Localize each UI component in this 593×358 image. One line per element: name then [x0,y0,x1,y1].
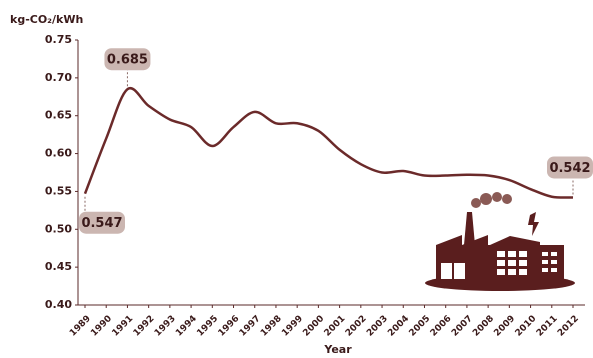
x-tick-label: 1991 [111,314,136,339]
factory-icon [425,192,575,291]
x-tick-label: 2001 [323,314,348,339]
x-tick-label: 2004 [386,314,411,339]
x-tick-label: 1989 [68,314,93,339]
x-tick-label: 1994 [174,314,199,339]
x-tick-label: 1999 [280,314,305,339]
value-label: 0.685 [107,53,148,68]
x-tick-label: 1995 [195,314,220,339]
x-tick-label: 2000 [301,314,326,339]
y-tick-label: 0.65 [45,109,72,122]
label-box [79,211,125,234]
x-tick-label: 1997 [238,314,263,339]
x-tick-label: 1993 [153,314,178,339]
label-box [104,48,151,71]
x-tick-label: 2012 [556,314,581,339]
y-tick-label: 0.40 [45,298,72,311]
x-axis-title: Year [323,343,352,356]
x-tick-label: 2003 [365,314,390,339]
x-tick-label: 2011 [535,314,560,339]
y-tick-label: 0.45 [45,260,72,273]
x-tick-label: 2005 [408,314,433,339]
value-label: 0.547 [81,216,122,231]
x-tick-label: 2008 [471,314,496,339]
y-tick-label: 0.50 [45,222,72,235]
x-tick-label: 1998 [259,314,284,339]
y-axis-title: kg-CO₂/kWh [10,13,83,26]
x-tick-label: 1990 [89,314,114,339]
x-tick-label: 2007 [450,314,475,339]
x-tick-label: 1992 [132,314,157,339]
line [83,86,574,199]
value-label: 0.542 [549,161,590,176]
y-tick-label: 0.60 [45,147,72,160]
x-tick-label: 2002 [344,314,369,339]
x-tick-label: 1996 [217,314,242,339]
x-tick-label: 2006 [429,314,454,339]
label-box [547,156,593,179]
y-tick-label: 0.75 [45,33,72,46]
x-tick-label: 2010 [514,314,539,339]
x-tick-label: 2009 [492,314,517,339]
y-tick-label: 0.70 [45,71,72,84]
y-tick-label: 0.55 [45,184,72,197]
